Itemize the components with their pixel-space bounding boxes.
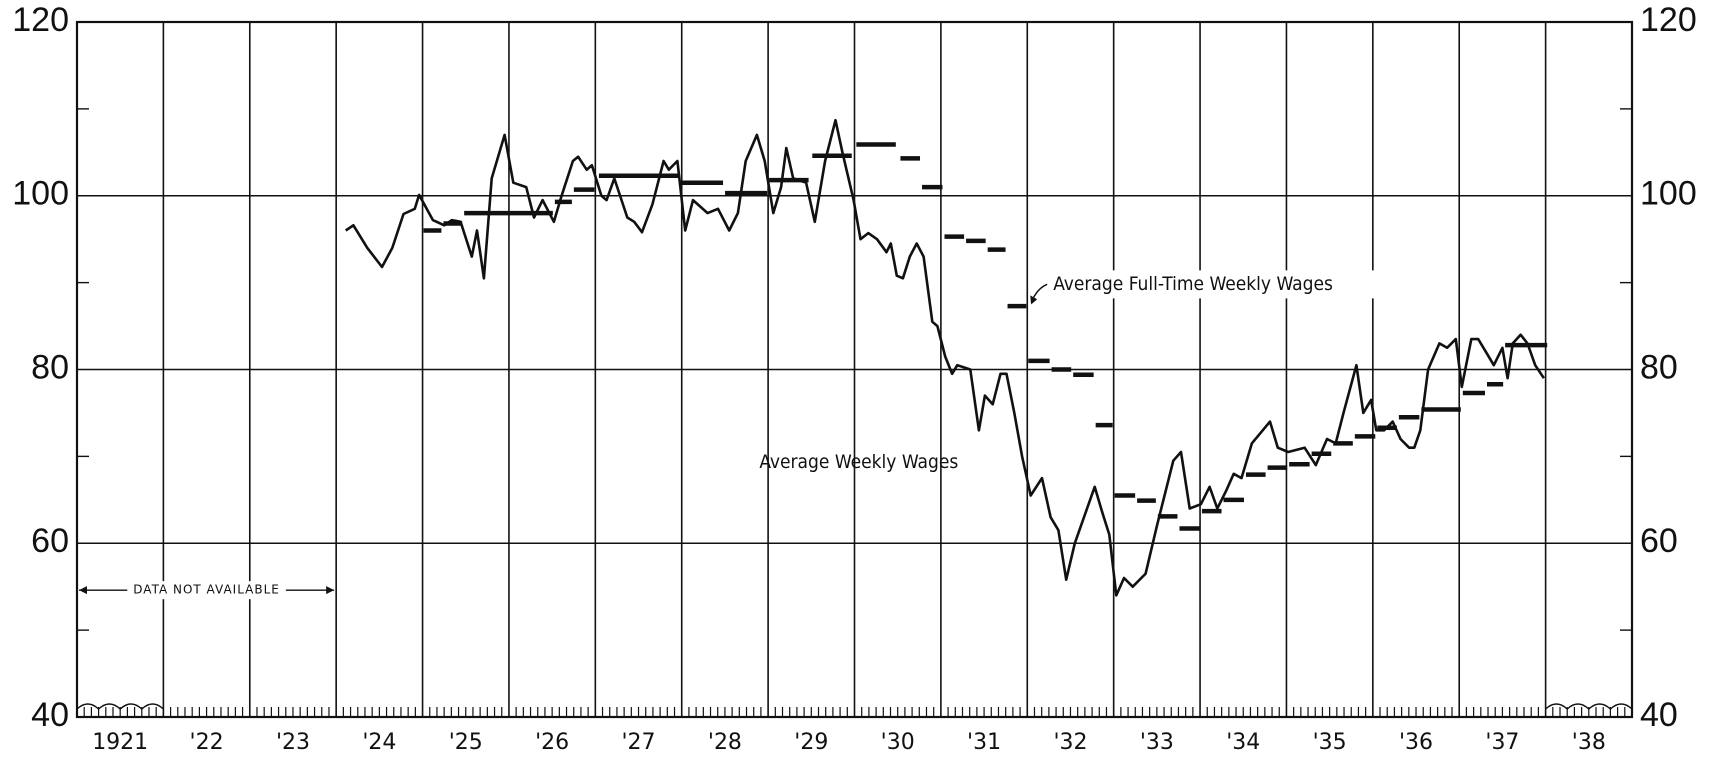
x-tick-label: '31 — [967, 730, 1001, 755]
y2-tick-label: 40 — [1640, 696, 1678, 734]
y2-tick-label: 60 — [1640, 522, 1678, 560]
x-tick-label: '26 — [535, 730, 569, 755]
y2-tick-label: 100 — [1640, 175, 1697, 213]
y-tick-label: 120 — [12, 1, 69, 39]
x-tick-label: '23 — [276, 730, 310, 755]
x-tick-label: '33 — [1140, 730, 1174, 755]
annotation-text: DATA NOT AVAILABLE — [133, 583, 280, 597]
x-tick-label: 1921 — [92, 730, 148, 755]
axis-break — [1545, 703, 1633, 711]
labels: 40 60 80 100 120 40 60 80 100 120 1921 '22 '23 '24 '25… — [12, 1, 1696, 755]
x-tick-label: '22 — [190, 730, 224, 755]
x-tick-label: '25 — [449, 730, 483, 755]
x-tick-label: '38 — [1572, 730, 1606, 755]
y-tick-label: 100 — [12, 175, 69, 213]
y-tick-label: 80 — [31, 348, 69, 386]
x-tick-label: '36 — [1399, 730, 1433, 755]
x-tick-label: '35 — [1313, 730, 1347, 755]
grid — [75, 20, 1634, 719]
label-background — [1049, 270, 1400, 299]
marks — [344, 118, 1548, 597]
y2-tick-label: 80 — [1640, 348, 1678, 386]
x-tick-label: '29 — [794, 730, 828, 755]
x-tick-label: '24 — [362, 730, 396, 755]
x-tick-label: '37 — [1485, 730, 1519, 755]
arrow-head — [1030, 295, 1038, 305]
x-tick-label: '27 — [622, 730, 656, 755]
y-tick-label: 60 — [31, 522, 69, 560]
x-tick-label: '34 — [1226, 730, 1260, 755]
annotation-background — [106, 581, 307, 600]
x-tick-label: '28 — [708, 730, 742, 755]
y2-tick-label: 120 — [1640, 1, 1697, 39]
series-label: Average Weekly Wages — [759, 451, 958, 473]
axis-break — [76, 703, 164, 711]
y-tick-label: 40 — [31, 696, 69, 734]
arrow-head — [79, 586, 87, 595]
arrow-head — [326, 586, 335, 595]
x-tick-label: '30 — [881, 730, 915, 755]
x-tick-label: '32 — [1053, 730, 1087, 755]
series-label: Average Full-Time Weekly Wages — [1053, 273, 1333, 295]
